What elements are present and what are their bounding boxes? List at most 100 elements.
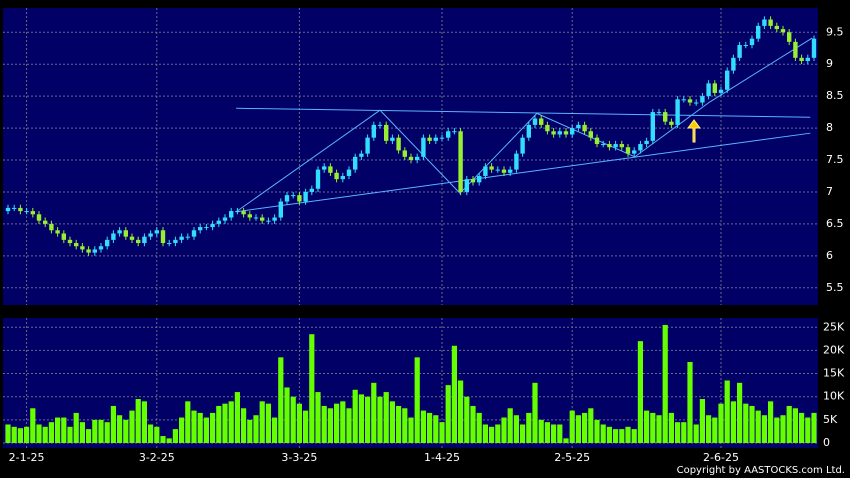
x-tick-label: 3-2-25: [139, 451, 175, 464]
candle-body: [98, 246, 104, 250]
candle-body: [272, 217, 277, 221]
candle-body: [532, 118, 538, 125]
volume-bar: [340, 401, 346, 443]
candle-body: [5, 207, 11, 212]
volume-bar: [569, 410, 575, 443]
candle-body: [508, 169, 513, 173]
candle-body: [725, 70, 730, 90]
candle-body: [179, 236, 184, 240]
candle-body: [706, 83, 711, 97]
volume-tick-label: 25K: [823, 320, 845, 333]
candle-body: [762, 19, 767, 26]
volume-bar: [476, 412, 482, 443]
volume-bar: [575, 415, 581, 443]
candle-body: [291, 195, 296, 197]
volume-bar: [86, 429, 92, 443]
candle-body: [520, 137, 525, 154]
y-tick-label: 8: [826, 121, 833, 134]
volume-bar: [309, 334, 315, 443]
volume-bar: [365, 396, 371, 443]
volume-bar: [98, 419, 104, 443]
candle-body: [12, 207, 17, 209]
candle-body: [588, 131, 593, 138]
volume-bar: [79, 422, 85, 443]
candle-body: [644, 140, 649, 145]
volume-bar: [185, 401, 191, 443]
candle-body: [526, 124, 531, 138]
volume-tick-label: 0: [823, 436, 830, 449]
candle-body: [402, 150, 407, 157]
volume-bar: [427, 412, 433, 443]
x-tick-label: 2-6-25: [703, 451, 739, 464]
volume-bar: [5, 424, 11, 443]
volume-bar: [408, 417, 414, 443]
candle-body: [80, 246, 85, 250]
candle-body: [284, 195, 290, 202]
volume-bar: [55, 417, 61, 443]
x-tick-label: 3-3-25: [281, 451, 317, 464]
volume-bar: [241, 408, 247, 443]
candle-body: [421, 137, 426, 157]
candle-body: [173, 239, 178, 244]
candle-body: [563, 131, 569, 135]
volume-bar: [265, 403, 271, 443]
candle-body: [315, 169, 321, 189]
candle-body: [731, 57, 736, 71]
y-tick-label: 9.5: [826, 25, 844, 38]
candle-body: [650, 112, 655, 141]
volume-bar: [110, 405, 116, 443]
candle-body: [346, 169, 352, 176]
volume-bar: [439, 422, 445, 443]
volume-bar: [755, 410, 761, 443]
volume-bar: [73, 412, 79, 443]
volume-bar: [160, 436, 166, 443]
candle-body: [154, 230, 159, 234]
volume-bar: [811, 412, 817, 443]
candle-body: [167, 243, 172, 245]
candle-body: [489, 166, 494, 170]
candle-body: [687, 99, 693, 103]
candle-body: [582, 124, 587, 132]
volume-bar: [396, 405, 402, 443]
candle-body: [607, 144, 612, 148]
volume-bar: [625, 426, 631, 443]
volume-bar: [259, 401, 265, 443]
candle-body: [749, 38, 755, 46]
candle-body: [632, 150, 637, 154]
candle-body: [415, 156, 420, 161]
candle-body: [663, 112, 668, 122]
candle-body: [427, 137, 432, 141]
volume-tick-label: 5K: [823, 413, 838, 426]
volume-bar: [470, 405, 476, 443]
candle-body: [340, 175, 345, 180]
volume-bar: [197, 412, 203, 443]
candle-body: [117, 230, 122, 234]
volume-bar: [179, 417, 185, 443]
candle-body: [247, 214, 252, 218]
y-tick-label: 7.5: [826, 153, 844, 166]
volume-bar: [358, 394, 364, 443]
candle-body: [191, 230, 197, 237]
y-tick-label: 9: [826, 57, 833, 70]
candle-body: [334, 172, 339, 180]
volume-bar: [606, 426, 612, 443]
volume-bar: [749, 405, 755, 443]
volume-bar: [631, 429, 637, 443]
volume-bar: [551, 424, 557, 443]
volume-bar: [42, 426, 48, 443]
candle-body: [148, 233, 153, 237]
volume-bar: [799, 412, 805, 443]
candle-body: [353, 156, 358, 170]
candle-body: [619, 144, 624, 148]
volume-bar: [253, 415, 259, 443]
volume-bar: [61, 417, 67, 443]
volume-bar: [730, 401, 736, 443]
candle-body: [408, 156, 414, 161]
volume-bar: [613, 429, 619, 443]
volume-bar: [464, 396, 470, 443]
volume-bar: [675, 422, 681, 443]
volume-bar: [687, 361, 693, 443]
volume-bar: [544, 422, 550, 443]
volume-bar: [489, 426, 495, 443]
candle-body: [229, 211, 234, 218]
